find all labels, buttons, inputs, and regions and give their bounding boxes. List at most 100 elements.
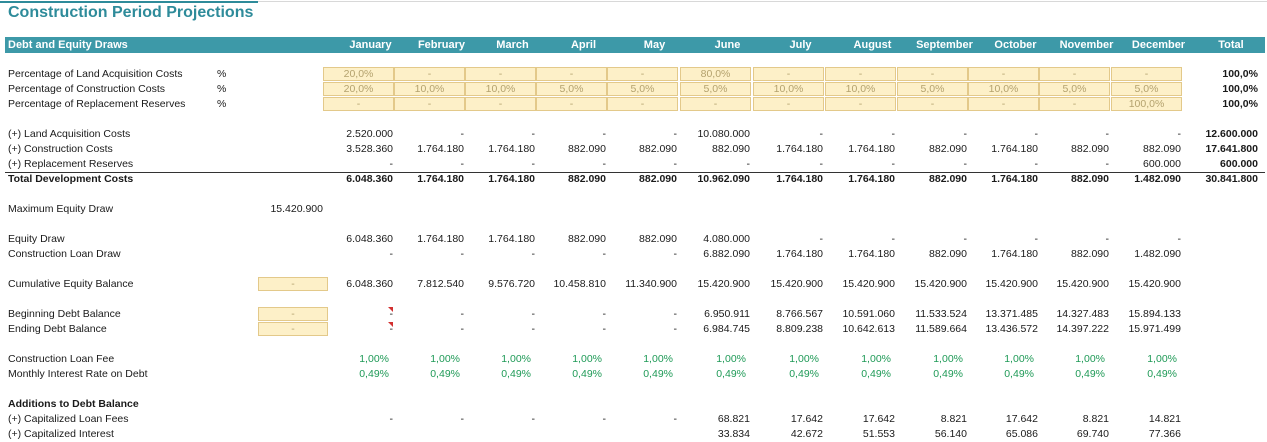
input-cell[interactable]: - (258, 307, 328, 321)
cell-value: 1,00% (716, 353, 746, 365)
percentage-input-cell[interactable]: 5,0% (680, 82, 751, 96)
cell-value: 1.764.180 (776, 143, 823, 155)
cell-value: 11.589.664 (915, 323, 967, 335)
percentage-input-cell[interactable]: - (1111, 67, 1182, 81)
percentage-input-cell[interactable]: - (607, 97, 678, 111)
percentage-input-cell[interactable]: - (536, 97, 607, 111)
percentage-input-cell[interactable]: - (394, 67, 465, 81)
percentage-input-cell[interactable]: - (465, 67, 536, 81)
cell-value: - (1001, 68, 1006, 80)
cell-value: 15.420.900 (914, 278, 967, 290)
cell-value: - (1144, 68, 1149, 80)
cell-value: - (498, 98, 503, 110)
cell-value: - (786, 68, 791, 80)
cell-value: - (498, 68, 503, 80)
total-rule (5, 172, 1265, 173)
cell-value: 0,49% (430, 368, 460, 380)
cell-value: 8.809.238 (776, 323, 823, 335)
row-total: 17.641.800 (1205, 143, 1258, 155)
percentage-input-cell[interactable]: - (968, 67, 1039, 81)
cell-value: 5,0% (703, 83, 728, 95)
cell-value: 1.764.180 (417, 173, 464, 185)
cell-value: 17.642 (790, 413, 823, 425)
percentage-input-cell[interactable]: - (607, 67, 678, 81)
cell-value: 882.090 (639, 233, 677, 245)
cell-value: 17.642 (1005, 413, 1038, 425)
cell-value: 1.764.180 (417, 233, 464, 245)
cell-value: - (1177, 233, 1182, 245)
rate-row: Monthly Interest Rate on Debt 0,49% 0,49% 0… (0, 367, 1267, 382)
percentage-input-cell[interactable]: - (753, 67, 824, 81)
percentage-input-cell[interactable]: 10,0% (968, 82, 1039, 96)
cell-value: - (427, 98, 432, 110)
cell-value: 5,0% (920, 83, 945, 95)
cell-value: - (569, 98, 574, 110)
percentage-input-cell[interactable]: - (465, 97, 536, 111)
section-header-band: Debt and Equity Draws January February Mar… (5, 37, 1265, 53)
percentage-input-cell[interactable]: 10,0% (465, 82, 536, 96)
cell-value: 6.048.360 (346, 173, 393, 185)
cell-value: 14.821 (1148, 413, 1181, 425)
percentage-input-cell[interactable]: - (323, 97, 394, 111)
cell-value: 15.420.900 (697, 278, 750, 290)
cell-value: - (531, 323, 536, 335)
percentage-input-cell[interactable]: 20,0% (323, 82, 394, 96)
percentage-input-cell[interactable]: 80,0% (680, 67, 751, 81)
debt-row: Beginning Debt Balance - - - - - 6.950.911 8.76… (0, 307, 1267, 322)
cell-value: 882.090 (639, 143, 677, 155)
header-month-december: December (1131, 39, 1186, 51)
percentage-input-cell[interactable]: - (753, 97, 824, 111)
percentage-input-cell[interactable]: 10,0% (825, 82, 896, 96)
cell-value: 6.048.360 (346, 278, 393, 290)
percentage-input-cell[interactable]: - (680, 97, 751, 111)
percentage-input-cell[interactable]: - (825, 97, 896, 111)
cell-value: 56.140 (934, 428, 967, 440)
comment-marker-icon[interactable] (388, 307, 393, 312)
input-cell[interactable]: - (258, 277, 328, 291)
header-total: Total (1218, 39, 1244, 51)
additions-heading-row: Additions to Debt Balance (0, 397, 1267, 412)
percentage-input-cell[interactable]: - (1039, 97, 1110, 111)
cell-value: - (531, 413, 536, 425)
percentage-input-cell[interactable]: 20,0% (323, 67, 394, 81)
cell-value: 882.090 (568, 143, 606, 155)
percentage-input-cell[interactable]: 100,0% (1111, 97, 1182, 111)
percentage-input-cell[interactable]: - (1039, 67, 1110, 81)
percentage-input-cell[interactable]: - (897, 97, 968, 111)
percentage-input-cell[interactable]: 5,0% (1039, 82, 1110, 96)
cell-value: - (786, 98, 791, 110)
row-label: Total Development Costs (8, 173, 134, 185)
input-cell[interactable]: - (258, 322, 328, 336)
percentage-input-cell[interactable]: 5,0% (607, 82, 678, 96)
cell-value: - (602, 413, 607, 425)
cell-value: 6.048.360 (346, 233, 393, 245)
percentage-input-cell[interactable]: - (897, 67, 968, 81)
cell-value: - (1105, 233, 1110, 245)
cell-value: 882.090 (1071, 143, 1109, 155)
comment-marker-icon[interactable] (388, 322, 393, 327)
header-month-february: February (417, 39, 466, 51)
percentage-input-cell[interactable]: - (394, 97, 465, 111)
cell-value: - (1072, 98, 1077, 110)
cell-value: 6.984.745 (703, 323, 750, 335)
cell-value: 10,0% (485, 83, 516, 95)
cell-value: 17.642 (862, 413, 895, 425)
cell-value: 13.436.572 (985, 323, 1038, 335)
percentage-input-cell[interactable]: - (825, 67, 896, 81)
percentage-input-cell[interactable]: 5,0% (536, 82, 607, 96)
cell-value: - (531, 158, 536, 170)
cell-value: 1,00% (1004, 353, 1034, 365)
percentage-input-cell[interactable]: 5,0% (1111, 82, 1182, 96)
percentage-input-cell[interactable]: 10,0% (394, 82, 465, 96)
cell-value: 10.962.090 (697, 173, 750, 185)
row-total: 100,0% (1222, 83, 1258, 95)
percentage-input-cell[interactable]: - (968, 97, 1039, 111)
percentage-input-cell[interactable]: 5,0% (897, 82, 968, 96)
header-month-may: May (643, 39, 666, 51)
percentage-input-cell[interactable]: - (536, 67, 607, 81)
percentage-input-cell[interactable]: 10,0% (753, 82, 824, 96)
cell-value: 65.086 (1005, 428, 1038, 440)
cell-value: 68.821 (717, 413, 750, 425)
row-label: Construction Loan Fee (8, 353, 115, 365)
pct-row: Percentage of Construction Costs% 20,0% 10… (0, 82, 1267, 97)
